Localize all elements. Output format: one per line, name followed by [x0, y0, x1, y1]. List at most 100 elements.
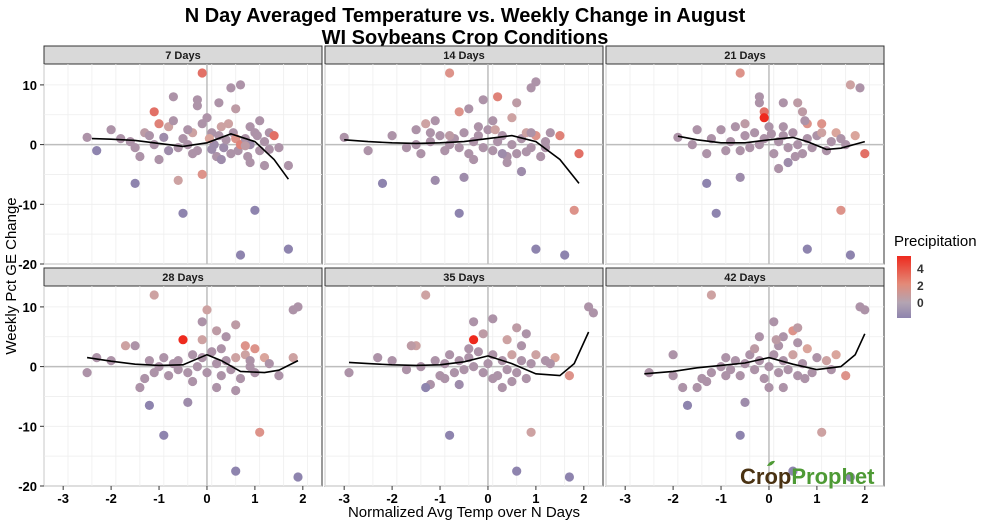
data-point — [730, 356, 741, 366]
data-point — [250, 205, 260, 215]
data-point — [507, 350, 517, 360]
data-point — [797, 149, 808, 159]
x-tick-label: -1 — [434, 491, 446, 506]
data-point — [790, 151, 800, 162]
data-point — [682, 400, 693, 410]
data-point — [92, 146, 102, 156]
facet-panel: 7 Days -20 -10 0 10 — [18, 45, 323, 272]
x-tick-label: -3 — [338, 491, 350, 506]
data-point — [764, 122, 774, 132]
data-point — [183, 368, 193, 378]
data-point — [173, 175, 183, 185]
data-point — [478, 368, 488, 378]
data-point — [797, 107, 808, 117]
data-point — [226, 149, 236, 159]
data-point — [793, 140, 803, 150]
logo-leaf-icon — [767, 460, 775, 466]
data-point — [245, 157, 255, 168]
data-point — [788, 466, 798, 476]
data-point — [445, 350, 455, 360]
data-point — [445, 68, 455, 78]
x-tick-label: -1 — [715, 491, 727, 506]
data-point — [845, 250, 856, 260]
data-point — [231, 320, 241, 330]
data-point — [116, 134, 126, 144]
y-tick-label: -10 — [18, 419, 37, 434]
plot-panel — [605, 63, 885, 265]
data-point — [502, 335, 512, 345]
data-point — [488, 373, 498, 384]
x-axis-title: Normalized Avg Temp over N Days — [348, 504, 580, 521]
data-point — [207, 144, 217, 154]
facet-strip-label: 35 Days — [443, 272, 485, 284]
logo-text-crop: Crop — [740, 464, 791, 489]
data-point — [507, 376, 517, 387]
data-point — [435, 131, 445, 141]
data-point — [774, 368, 784, 378]
data-point — [473, 122, 483, 132]
data-point — [454, 208, 464, 218]
data-point — [440, 373, 450, 384]
data-point — [793, 338, 803, 348]
data-point — [817, 119, 827, 129]
data-point — [802, 244, 812, 254]
x-tick-label: 2 — [299, 491, 306, 506]
data-point — [164, 146, 174, 156]
data-point — [469, 362, 479, 372]
data-point — [283, 160, 293, 171]
data-point — [269, 131, 279, 141]
x-tick-label: -3 — [57, 491, 69, 506]
data-point — [130, 341, 140, 351]
data-point — [493, 92, 503, 102]
data-point — [274, 371, 284, 381]
data-point — [488, 146, 498, 156]
data-point — [202, 305, 212, 315]
data-point — [745, 143, 755, 153]
y-tick-label: -20 — [18, 257, 37, 272]
data-point — [564, 371, 575, 381]
data-point — [255, 427, 265, 437]
data-point — [512, 149, 522, 159]
data-point — [283, 244, 293, 254]
y-tick-label: -10 — [18, 197, 37, 212]
x-tick-label: 0 — [765, 491, 772, 506]
data-point — [750, 344, 760, 354]
data-point — [250, 344, 260, 354]
data-point — [483, 359, 493, 369]
data-point — [164, 371, 174, 381]
data-point — [449, 368, 459, 378]
data-point — [416, 149, 426, 159]
data-point — [149, 107, 159, 117]
data-point — [212, 326, 222, 336]
data-point — [135, 382, 145, 393]
data-point — [231, 104, 241, 114]
data-point — [769, 149, 779, 159]
data-point — [464, 104, 474, 114]
data-point — [821, 356, 832, 366]
data-point — [144, 131, 154, 141]
x-tick-label: 1 — [251, 491, 258, 506]
data-point — [454, 356, 464, 366]
data-point — [740, 119, 750, 129]
data-point — [754, 356, 765, 366]
legend-tick-label: 4 — [917, 262, 924, 276]
data-point — [159, 353, 169, 363]
data-point — [135, 151, 145, 162]
data-point — [82, 132, 92, 142]
data-point — [850, 131, 860, 141]
data-point — [860, 149, 870, 159]
y-tick-label: 10 — [23, 300, 37, 315]
data-point — [845, 80, 856, 90]
data-point — [430, 356, 440, 366]
data-point — [778, 382, 788, 393]
data-point — [240, 341, 250, 351]
data-point — [454, 107, 464, 117]
data-point — [469, 317, 479, 327]
data-point — [526, 128, 536, 138]
data-point — [445, 430, 455, 440]
data-point — [855, 83, 865, 93]
data-point — [387, 356, 397, 366]
data-point — [769, 350, 779, 360]
